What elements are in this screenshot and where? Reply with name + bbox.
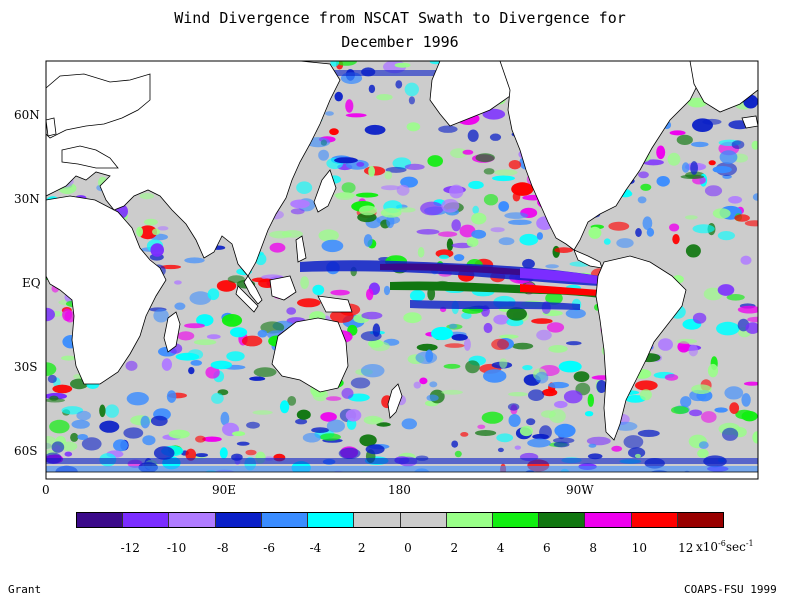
colorbar-swatch <box>631 513 678 527</box>
lat-label-30s: 30S <box>14 360 38 374</box>
lat-label-60n: 60N <box>14 108 40 122</box>
lat-label-60s: 60S <box>14 444 38 458</box>
lon-label-90w: 90W <box>566 483 594 497</box>
units-exp: -6 <box>718 539 726 548</box>
colorbar-tick-label: -12 <box>120 541 140 555</box>
colorbar-tick-label: 0 <box>404 541 412 555</box>
lon-label-90e: 90E <box>212 483 237 497</box>
itcz-band <box>300 260 600 310</box>
map-title-line1: Wind Divergence from NSCAT Swath to Dive… <box>174 9 626 27</box>
credit-left: Grant <box>8 583 42 596</box>
colorbar-tick-label: 2 <box>357 541 366 555</box>
units-exp2: -1 <box>745 539 754 548</box>
colorbar-tick-label: 8 <box>589 541 597 555</box>
colorbar-swatch <box>261 513 309 527</box>
lon-label-0: 0 <box>42 483 50 497</box>
colorbar-tick-label: 12 <box>678 541 694 555</box>
colorbar-tick-label: -10 <box>166 541 187 555</box>
lat-label-eq: EQ <box>22 276 41 290</box>
colorbar <box>76 512 724 528</box>
colorbar-units: x10-6sec-1 <box>696 539 754 554</box>
colorbar-swatch <box>123 513 170 527</box>
colorbar-tick-label: 4 <box>496 541 505 555</box>
credit-right: COAPS-FSU 1999 <box>684 583 777 596</box>
colorbar-swatch <box>215 513 262 527</box>
colorbar-tick-label: 6 <box>543 541 551 555</box>
colorbar-tick-label: -4 <box>309 541 322 555</box>
colorbar-swatch <box>354 513 401 527</box>
colorbar-swatch <box>308 513 355 527</box>
map-title-line2: December 1996 <box>341 33 459 51</box>
map-frame <box>45 60 759 480</box>
colorbar-swatch <box>539 513 586 527</box>
colorbar-tick-label: 10 <box>631 541 648 555</box>
colorbar-swatch <box>677 513 724 527</box>
colorbar-swatch <box>492 513 540 527</box>
colorbar-swatch <box>77 513 124 527</box>
colorbar-tick-label: -8 <box>216 541 229 555</box>
land-masses <box>46 61 758 479</box>
lat-label-30n: 30N <box>14 192 40 206</box>
lon-label-180: 180 <box>388 483 411 497</box>
colorbar-swatch <box>585 513 632 527</box>
colorbar-tick-label: -6 <box>263 541 275 555</box>
units-base: x10 <box>696 540 719 554</box>
colorbar-swatch <box>400 513 447 527</box>
units-tail: sec <box>725 540 746 554</box>
colorbar-swatch <box>446 513 493 527</box>
colorbar-swatch <box>169 513 216 527</box>
colorbar-tick-label: 2 <box>450 541 459 555</box>
